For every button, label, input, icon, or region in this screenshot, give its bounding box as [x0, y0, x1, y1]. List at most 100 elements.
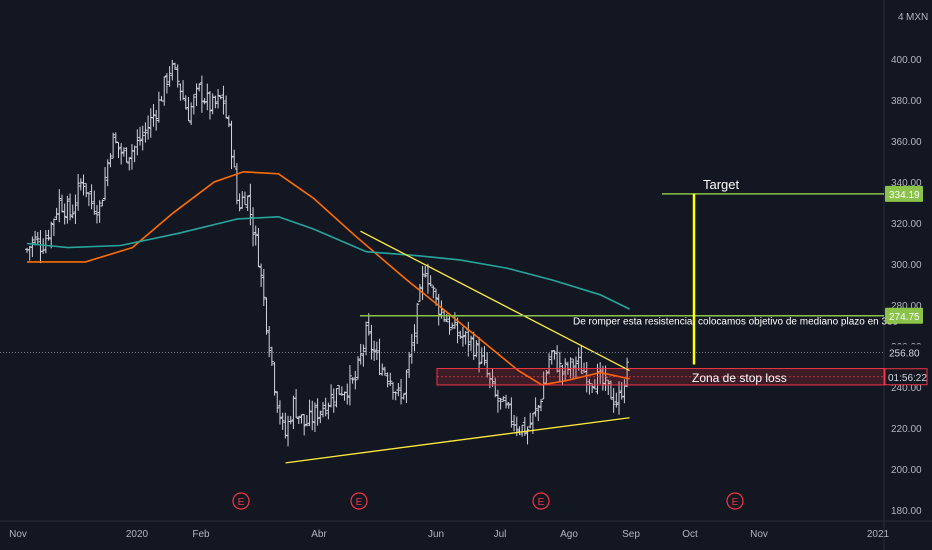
price-bar — [151, 104, 156, 127]
price-bar — [267, 326, 272, 358]
earnings-marker[interactable]: E — [726, 492, 744, 510]
currency-label: MXN — [906, 12, 928, 23]
price-bar — [261, 269, 266, 307]
price-bar — [420, 266, 425, 300]
price-bar — [477, 337, 482, 373]
price-bar — [173, 62, 178, 70]
price-bar — [237, 193, 242, 212]
price-bar — [108, 153, 113, 168]
price-bar — [385, 372, 390, 388]
y-tick-label: 220.00 — [891, 424, 922, 435]
price-bar — [216, 89, 221, 109]
price-bar — [59, 194, 64, 213]
moving-average-orange — [27, 170, 630, 386]
earnings-marker-label: E — [356, 497, 363, 508]
price-bar — [194, 83, 199, 106]
price-bar — [97, 200, 102, 223]
price-bar — [369, 324, 374, 360]
x-tick-label: 2021 — [867, 529, 890, 540]
price-bar — [294, 389, 299, 418]
earnings-marker[interactable]: E — [532, 492, 550, 510]
x-tick-label: Nov — [750, 529, 768, 540]
price-bar — [70, 204, 75, 219]
price-bar — [372, 340, 377, 361]
x-tick-label: Nov — [9, 529, 27, 540]
price-bar — [213, 95, 218, 109]
price-bar — [350, 377, 355, 384]
price-bar — [326, 402, 331, 420]
price-bar — [474, 340, 479, 358]
price-bar — [65, 195, 70, 224]
price-axis[interactable]: 400.00 380.00 360.00 340.00 320.00 300.00 280.… — [891, 55, 922, 517]
price-bar — [167, 66, 172, 87]
price-bar — [154, 109, 159, 131]
price-bar — [557, 351, 562, 382]
price-bar — [525, 426, 530, 445]
x-tick-label: Sep — [622, 529, 640, 540]
price-bar — [431, 285, 436, 299]
price-bar — [51, 218, 56, 236]
price-bar — [288, 416, 293, 425]
price-bar — [229, 120, 234, 170]
price-bar — [493, 377, 498, 398]
price-bar — [242, 191, 247, 206]
y-tick-label: 200.00 — [891, 465, 922, 476]
price-bar — [606, 379, 611, 395]
x-tick-label: Jun — [428, 529, 444, 540]
price-bar — [355, 356, 360, 380]
price-bar — [54, 207, 59, 221]
price-bar — [111, 132, 116, 159]
price-bar — [450, 322, 455, 330]
price-bar — [573, 356, 578, 378]
stop-loss-label: Zona de stop loss — [692, 371, 787, 385]
price-bar — [321, 401, 326, 418]
price-bar — [520, 424, 525, 437]
price-bar — [35, 232, 40, 246]
price-bar — [509, 397, 514, 428]
scale-label: 4 — [898, 12, 904, 23]
price-bar — [113, 132, 118, 144]
price-bar — [458, 330, 463, 340]
price-bar — [388, 372, 393, 386]
resistance-trendline — [360, 230, 630, 372]
x-tick-label: Jul — [494, 529, 507, 540]
target-price-tag-bg — [885, 185, 923, 202]
price-bar — [614, 392, 619, 408]
earnings-marker[interactable]: E — [350, 492, 368, 510]
x-tick-label: Oct — [682, 529, 698, 540]
price-bar — [423, 265, 428, 278]
price-bar — [119, 143, 124, 165]
price-bar — [269, 346, 274, 366]
earnings-marker-circle — [350, 492, 368, 510]
earnings-marker-circle — [532, 492, 550, 510]
y-tick-label: 360.00 — [891, 137, 922, 148]
price-bar — [181, 80, 186, 100]
y-tick-label: 380.00 — [891, 96, 922, 107]
price-bar — [533, 397, 538, 417]
price-bar — [463, 331, 468, 345]
price-bar — [175, 64, 180, 88]
price-bar — [73, 194, 78, 225]
y-tick-label: 400.00 — [891, 55, 922, 66]
resistance-price-tag: 274.75 — [885, 307, 923, 324]
price-bar — [506, 402, 511, 409]
time-axis[interactable]: Nov 2020 Feb Abr Jun Jul Ago Sep Oct Nov 2021 — [9, 529, 889, 540]
resistance-price-tag-text: 274.75 — [889, 312, 920, 323]
price-bar — [259, 263, 264, 287]
price-bar — [27, 245, 32, 261]
price-bar — [536, 404, 541, 422]
price-bar — [30, 236, 35, 258]
price-bar — [318, 410, 323, 424]
price-bar — [143, 122, 148, 143]
price-bar — [253, 225, 258, 246]
earnings-marker[interactable]: E — [232, 492, 250, 510]
price-bar — [334, 388, 339, 408]
price-bar — [199, 75, 204, 113]
price-bar — [522, 416, 527, 436]
price-bar — [428, 275, 433, 287]
price-bar — [135, 129, 140, 156]
price-bar — [256, 227, 261, 268]
price-bar — [202, 97, 207, 105]
